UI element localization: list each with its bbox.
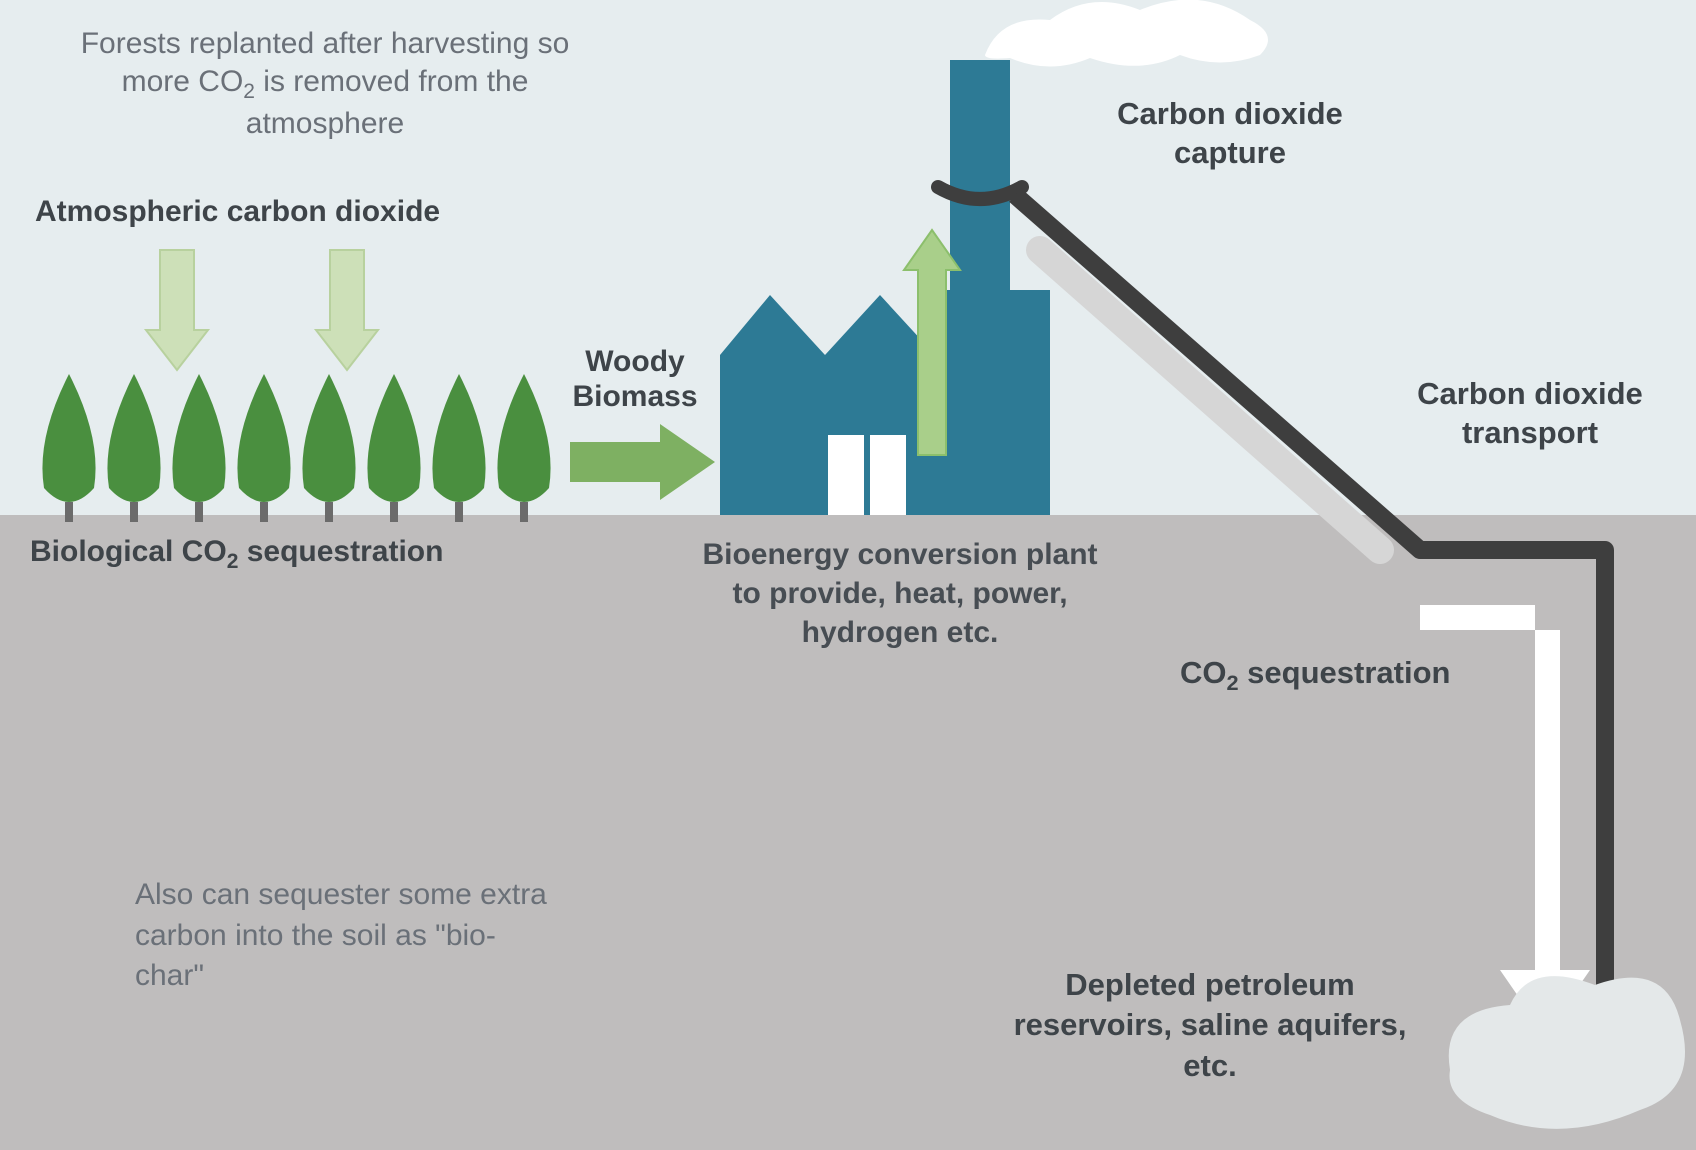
bio-sequestration-label: Biological CO2 sequestration [30,535,443,574]
co2-transport-text: Carbon dioxide transport [1417,376,1643,450]
co2-transport-label: Carbon dioxide transport [1370,375,1690,453]
smoke-plume [985,0,1268,66]
reservoir-shape [1449,976,1685,1129]
co2-down-arrow-2 [316,250,378,370]
atmospheric-co2-text: Atmospheric carbon dioxide [35,195,440,228]
biochar-note: Also can sequester some extra carbon int… [135,875,555,997]
co2-capture-label: Carbon dioxide capture [1070,95,1390,173]
biomass-arrow [570,424,715,500]
woody-biomass-label: Woody Biomass [555,345,715,414]
atmospheric-co2-label: Atmospheric carbon dioxide [35,195,440,229]
bio-seq-text: Biological CO2 sequestration [30,535,443,568]
factory-building [720,60,1050,515]
co2-capture-text: Carbon dioxide capture [1117,96,1343,170]
replant-note: Forests replanted after harvesting so mo… [55,25,595,142]
biochar-note-text: Also can sequester some extra carbon int… [135,878,547,992]
replant-note-text: Forests replanted after harvesting so mo… [81,27,570,140]
woody-biomass-text: Woody Biomass [572,345,697,413]
trees-group [42,374,550,522]
reservoir-text: Depleted petroleum reservoirs, saline aq… [1014,967,1407,1083]
plant-caption: Bioenergy conversion plant to provide, h… [700,535,1100,652]
co2-seq-text: CO2 sequestration [1180,655,1450,690]
plant-caption-text: Bioenergy conversion plant to provide, h… [702,538,1097,649]
co2-down-arrow-1 [146,250,208,370]
pipeline-shadow [1040,250,1380,550]
co2-sequestration-label: CO2 sequestration [1180,655,1450,696]
reservoir-label: Depleted petroleum reservoirs, saline aq… [1010,965,1410,1086]
